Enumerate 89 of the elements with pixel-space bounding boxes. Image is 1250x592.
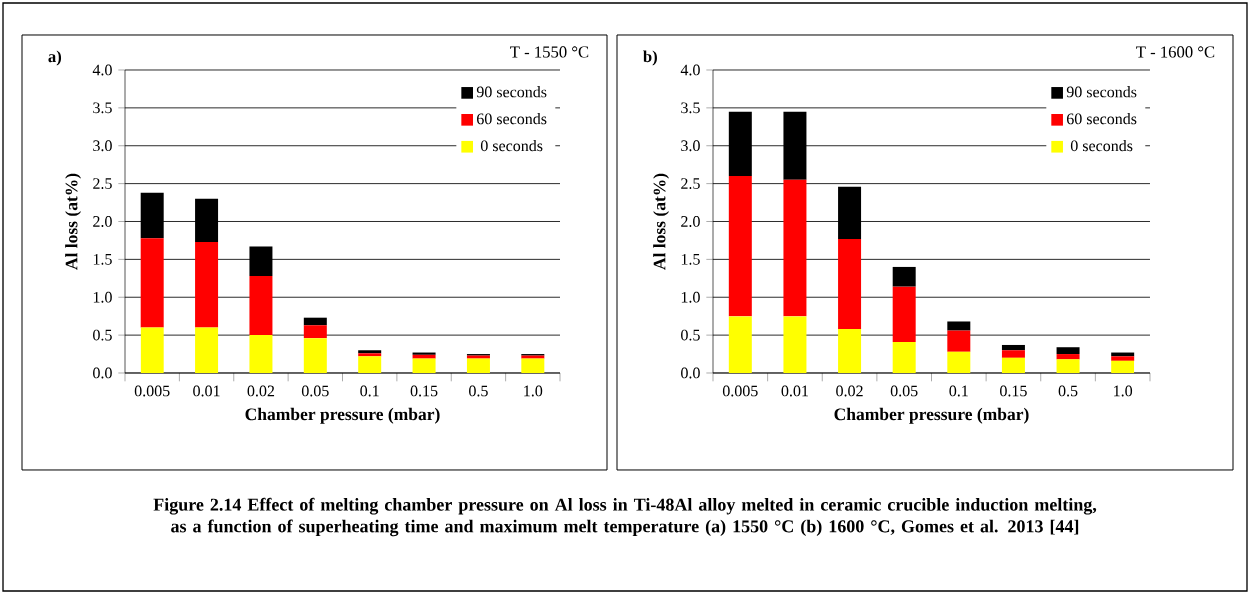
y-tick-label: 0.5 <box>681 329 700 341</box>
y-tick-label: 4.0 <box>92 64 112 76</box>
y-tick-label: 0.0 <box>681 367 700 379</box>
x-tick-label: 0.005 <box>722 385 758 397</box>
bar <box>140 192 164 239</box>
bar <box>728 176 752 317</box>
bar <box>947 351 971 373</box>
y-tick-label: 2.0 <box>93 216 112 227</box>
y-tick-label: 2.5 <box>681 178 700 190</box>
y-tick-label: 4.0 <box>680 64 700 76</box>
y-axis-title: Al loss (at%) <box>65 173 81 270</box>
y-tick-label: 3.5 <box>93 102 112 114</box>
x-tick-label: 0.05 <box>890 385 918 397</box>
bar <box>1111 360 1135 373</box>
bar <box>783 111 807 180</box>
bar <box>838 238 862 330</box>
bar <box>466 358 490 373</box>
bar <box>249 246 273 277</box>
x-tick-label: 0.1 <box>360 385 379 397</box>
chart-title: b) <box>643 50 657 66</box>
bar <box>140 238 164 328</box>
bar <box>195 327 219 373</box>
bar <box>947 330 971 352</box>
bar <box>412 354 436 359</box>
x-tick-label: 0.02 <box>247 385 275 397</box>
x-tick-label: 1.0 <box>524 385 543 397</box>
y-axis-title: Al loss (at%) <box>653 173 669 270</box>
y-tick-label: 3.0 <box>681 140 700 152</box>
y-tick-label: 1.5 <box>93 253 112 265</box>
bar <box>783 316 807 373</box>
x-tick-label: 0.02 <box>836 385 863 397</box>
x-tick-label: 1.0 <box>1114 385 1133 397</box>
caption: Figure 2.14 Effect of melting chamber pressure on Al loss in Ti-48Al alloy melted in ceramic crucible induction melting, as a function of superheating time and maximum melt temperature (a) 1550 °C (b) 1600 °C, Gomes et al. 2013 [44] <box>153 497 1097 537</box>
x-tick-label: 0.5 <box>1058 385 1078 397</box>
y-tick-label: 2.5 <box>93 178 112 190</box>
bar <box>728 316 752 373</box>
bar <box>1111 356 1135 361</box>
bar <box>521 358 545 373</box>
bar <box>358 356 382 373</box>
bar <box>1001 357 1025 373</box>
x-tick-label: 0.15 <box>1000 385 1027 397</box>
y-tick-label: 3.5 <box>681 102 700 114</box>
y-tick-label: 2.0 <box>681 216 700 227</box>
x-tick-label: 0.005 <box>134 385 170 397</box>
bar <box>947 321 971 331</box>
x-axis-title: Chamber pressure (mbar) <box>245 407 440 424</box>
bar <box>249 335 273 373</box>
y-tick-label: 1.0 <box>681 291 700 303</box>
bar <box>303 325 327 339</box>
bar <box>728 111 752 177</box>
chart-subtitle: T - 1550 °C <box>510 46 589 58</box>
legend-label: 60 seconds <box>477 113 547 125</box>
bar <box>1056 354 1080 360</box>
legend-label: 0 seconds <box>480 139 543 152</box>
bar <box>140 327 164 373</box>
y-tick-label: 3.0 <box>93 140 112 152</box>
y-tick-label: 0.5 <box>93 329 112 341</box>
bar <box>1056 347 1080 355</box>
bar <box>303 338 327 373</box>
bar <box>892 286 916 342</box>
y-tick-label: 0.0 <box>93 367 112 379</box>
chart-subtitle: T - 1600 °C <box>1136 46 1215 58</box>
bar <box>303 317 327 326</box>
legend-label: 90 seconds <box>1066 86 1137 98</box>
x-tick-label: 0.15 <box>410 385 438 397</box>
bar <box>195 198 219 242</box>
x-tick-label: 0.1 <box>949 385 968 397</box>
x-tick-label: 0.01 <box>781 385 808 397</box>
legend-label: 60 seconds <box>1066 113 1137 125</box>
legend-label: 0 seconds <box>1070 139 1133 152</box>
x-tick-label: 0.5 <box>469 385 488 397</box>
y-tick-label: 1.0 <box>93 291 112 303</box>
y-tick-label: 1.5 <box>681 253 700 265</box>
x-tick-label: 0.05 <box>301 385 329 397</box>
bar <box>892 266 916 287</box>
bar <box>412 358 436 373</box>
legend-label: 90 seconds <box>476 86 547 98</box>
bar <box>1001 344 1025 351</box>
chart-title: a) <box>48 50 62 66</box>
x-tick-label: 0.01 <box>193 385 220 397</box>
bar <box>892 341 916 373</box>
bar <box>838 329 862 373</box>
bar <box>1056 359 1080 373</box>
bar <box>249 276 273 336</box>
bar <box>838 186 862 239</box>
bar <box>783 179 807 317</box>
x-axis-title: Chamber pressure (mbar) <box>834 407 1029 424</box>
bar <box>195 241 219 328</box>
bar <box>1001 350 1025 358</box>
